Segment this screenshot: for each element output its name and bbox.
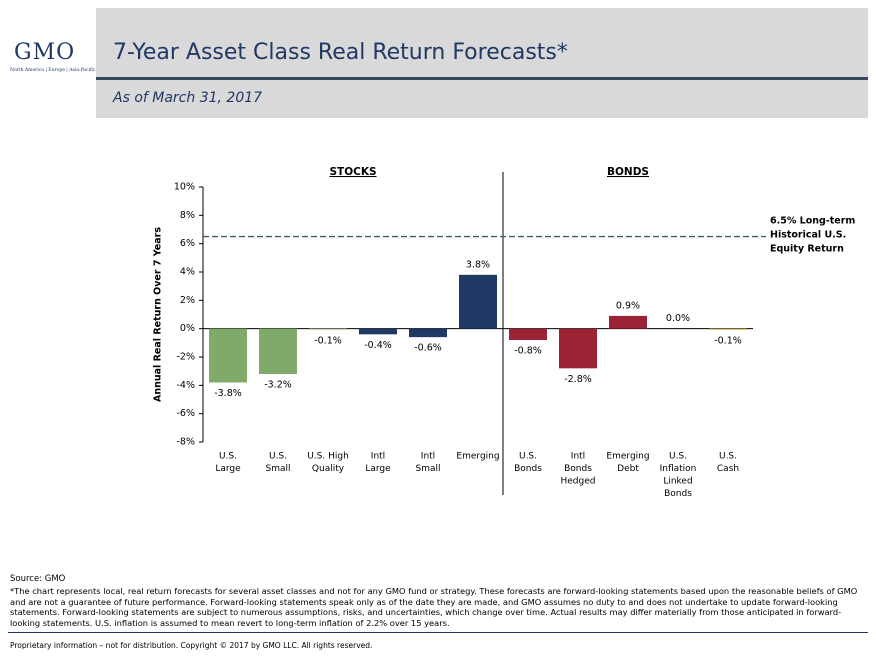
x-tick-label: Quality — [312, 464, 345, 474]
x-tick-label: Bonds — [664, 489, 692, 499]
y-tick-label: 4% — [180, 267, 195, 278]
y-axis-label: Annual Real Return Over 7 Years — [153, 227, 164, 402]
x-tick-label: Small — [266, 464, 291, 474]
value-label: -0.4% — [364, 340, 392, 351]
x-tick-label: Intl — [421, 452, 435, 462]
x-tick-label: Intl — [371, 452, 385, 462]
title-rule — [96, 77, 868, 80]
x-tick-label: Bonds — [514, 464, 542, 474]
x-tick-label: Debt — [617, 464, 639, 474]
x-tick-label: Cash — [717, 464, 739, 474]
value-label: -3.8% — [214, 388, 242, 399]
x-tick-label: Large — [365, 464, 391, 474]
bar — [359, 328, 397, 335]
x-tick-label: Emerging — [456, 452, 499, 462]
section-label: BONDS — [607, 166, 649, 178]
x-tick-label: Hedged — [561, 477, 596, 487]
x-tick-label: U.S. High — [307, 452, 349, 462]
y-tick-label: 2% — [180, 295, 195, 306]
y-tick-label: 10% — [174, 182, 195, 193]
x-tick-label: Emerging — [606, 452, 649, 462]
y-tick-label: -2% — [177, 352, 196, 363]
x-tick-label: Inflation — [660, 464, 697, 474]
value-label: -2.8% — [564, 374, 592, 385]
bar — [609, 315, 647, 329]
footer-rule — [8, 632, 868, 633]
section-label: STOCKS — [329, 166, 376, 178]
value-label: 0.0% — [666, 313, 690, 324]
bar — [559, 328, 597, 369]
bar — [259, 328, 297, 374]
x-tick-label: U.S. — [219, 452, 237, 462]
x-tick-label: Small — [416, 464, 441, 474]
value-label: 0.9% — [616, 300, 640, 311]
copyright: Proprietary information – not for distri… — [10, 641, 373, 650]
bar — [209, 328, 247, 383]
bar — [709, 328, 747, 331]
value-label: -0.8% — [514, 346, 542, 357]
x-tick-label: U.S. — [269, 452, 287, 462]
x-tick-label: Intl — [571, 452, 585, 462]
y-tick-label: -6% — [177, 408, 196, 419]
reference-label: 6.5% Long-term — [770, 216, 855, 227]
x-tick-label: Large — [215, 464, 241, 474]
footnote: *The chart represents local, real return… — [10, 586, 858, 628]
y-tick-label: -4% — [177, 380, 196, 391]
x-tick-label: U.S. — [519, 452, 537, 462]
logo: GMO — [14, 40, 76, 65]
y-tick-label: 8% — [180, 210, 195, 221]
value-label: -0.1% — [314, 336, 342, 347]
bar — [509, 328, 547, 340]
bar — [309, 328, 347, 331]
bar — [409, 328, 447, 338]
subtitle: As of March 31, 2017 — [113, 90, 263, 106]
x-tick-label: Linked — [663, 477, 692, 487]
header-band — [96, 8, 868, 118]
value-label: 3.8% — [466, 259, 490, 270]
logo-tagline: North America | Europe | Asia-Pacific — [10, 68, 96, 73]
reference-label: Equity Return — [770, 244, 844, 255]
source: Source: GMO — [10, 574, 66, 584]
bar — [459, 274, 497, 329]
y-tick-label: 6% — [180, 238, 195, 249]
y-tick-label: 0% — [180, 323, 195, 334]
title: 7-Year Asset Class Real Return Forecasts… — [113, 40, 568, 65]
value-label: -3.2% — [264, 380, 292, 391]
y-tick-label: -8% — [177, 437, 196, 448]
x-tick-label: U.S. — [669, 452, 687, 462]
reference-label: Historical U.S. — [770, 230, 846, 241]
x-tick-label: Bonds — [564, 464, 592, 474]
value-label: -0.1% — [714, 336, 742, 347]
x-tick-label: U.S. — [719, 452, 737, 462]
value-label: -0.6% — [414, 343, 442, 354]
